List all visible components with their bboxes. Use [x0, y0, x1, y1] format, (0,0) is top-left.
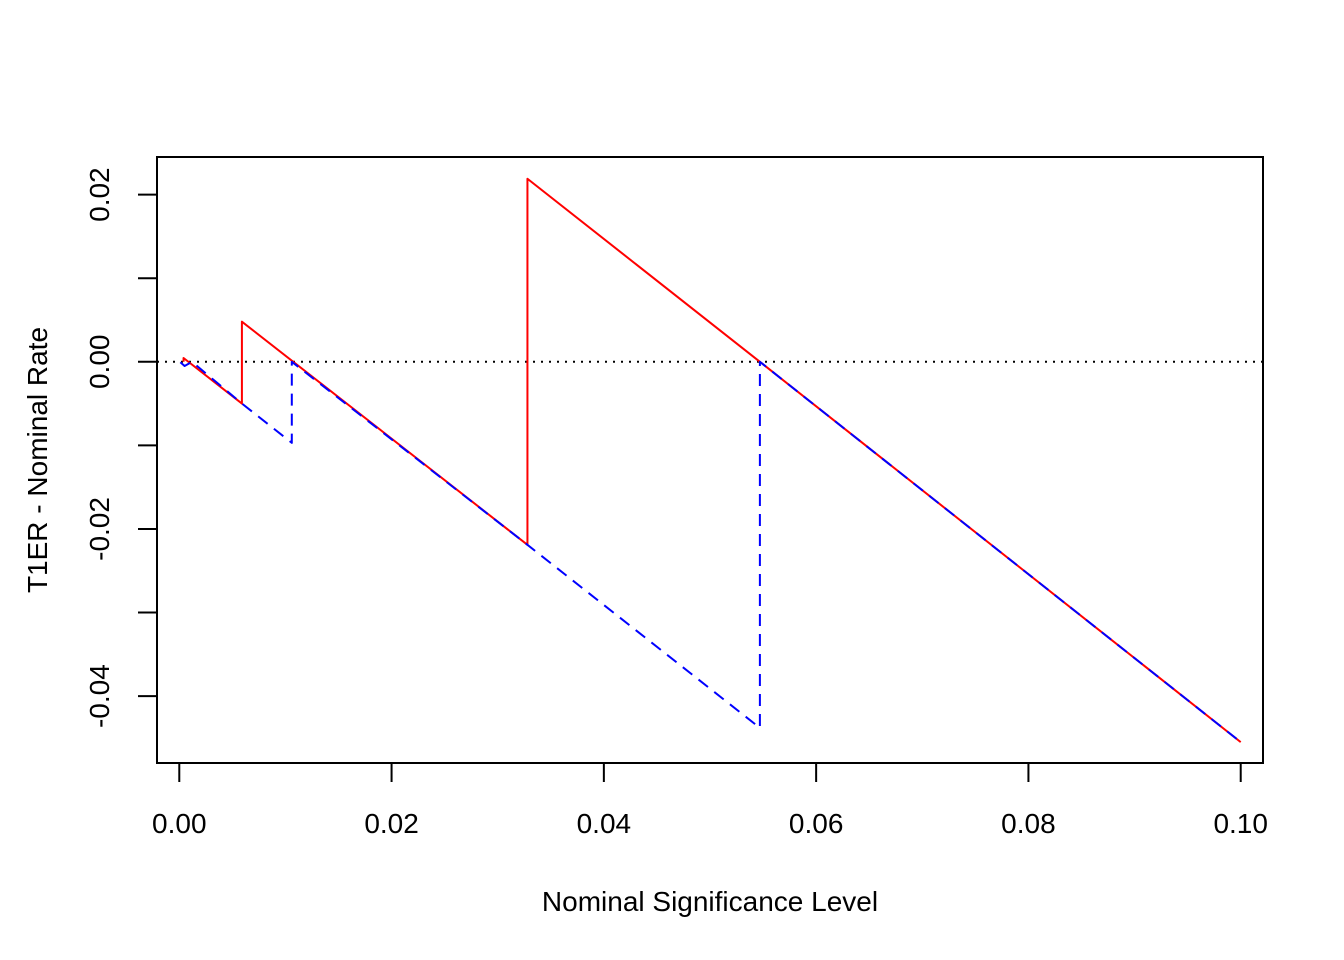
x-tick-label: 0.04 — [577, 808, 632, 839]
series-line-1 — [182, 177, 1242, 743]
x-tick-label: 0.10 — [1213, 808, 1268, 839]
x-axis: 0.00 0.02 0.04 0.06 0.08 0.10 — [152, 762, 1268, 839]
x-tick-label: 0.00 — [152, 808, 207, 839]
y-tick-label: -0.04 — [84, 664, 115, 728]
y-tick-label: -0.02 — [84, 497, 115, 561]
y-tick-label: 0.02 — [84, 167, 115, 222]
x-tick-label: 0.02 — [364, 808, 419, 839]
y-axis: -0.04 -0.02 0.00 0.02 — [84, 167, 158, 728]
series-line-2 — [179, 360, 1242, 743]
x-tick-label: 0.06 — [789, 808, 844, 839]
x-tick-label: 0.08 — [1001, 808, 1056, 839]
x-axis-title: Nominal Significance Level — [542, 886, 878, 917]
y-tick-label: 0.00 — [84, 335, 115, 390]
y-axis-title: T1ER - Nominal Rate — [22, 327, 53, 593]
plot-frame — [156, 156, 1264, 764]
series-layer — [179, 177, 1242, 743]
